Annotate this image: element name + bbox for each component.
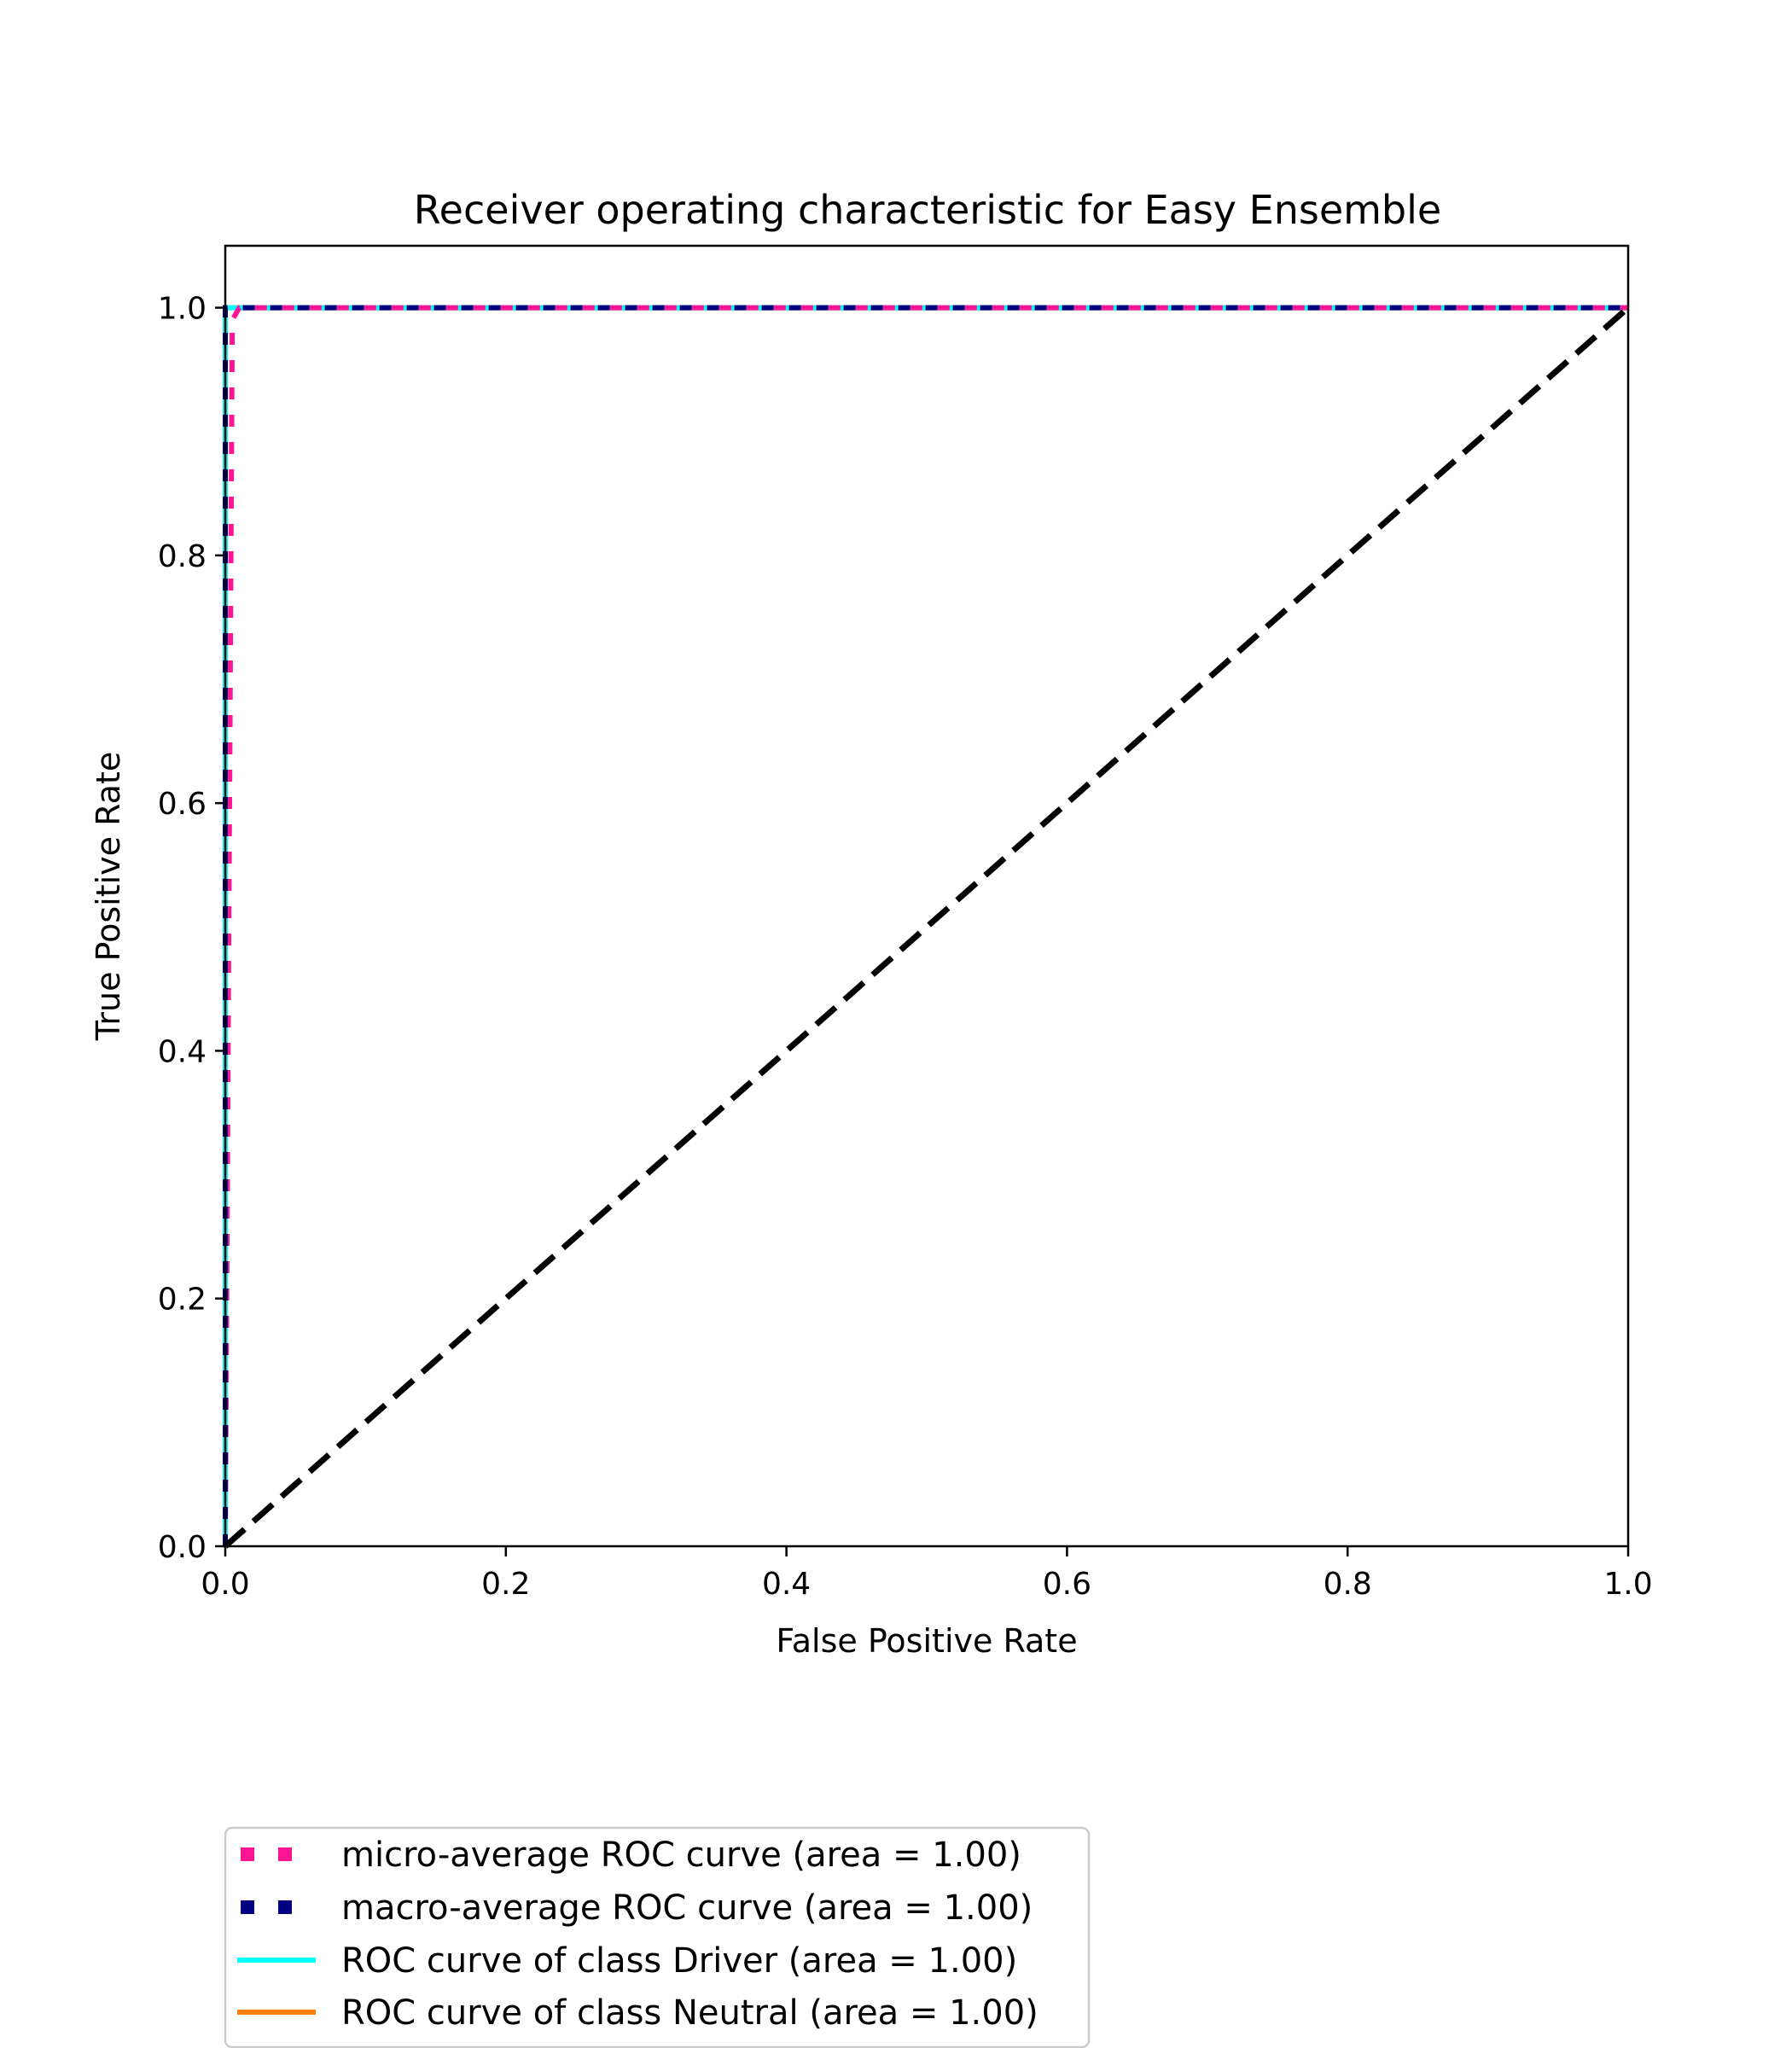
- legend-swatch-0: [241, 1847, 254, 1861]
- series-line-0: [223, 305, 1628, 1547]
- legend-swatch-0: [278, 1847, 292, 1861]
- legend-label-0: micro-average ROC curve (area = 1.00): [341, 1836, 1021, 1875]
- legend-label-1: macro-average ROC curve (area = 1.00): [341, 1888, 1033, 1928]
- x-tick-label: 0.6: [1043, 1567, 1091, 1602]
- legend-box: [224, 1826, 1091, 2048]
- y-tick-label: 0.0: [158, 1530, 207, 1565]
- x-tick-label: 0.8: [1324, 1567, 1372, 1602]
- x-axis: 0.0 0.2 0.4 0.6 0.8 1.0: [201, 1546, 1653, 1602]
- x-tick-label: 0.0: [201, 1567, 249, 1602]
- x-tick-label: 0.4: [762, 1567, 811, 1602]
- y-axis: 0.0 0.2 0.4 0.6 0.8 1.0: [158, 292, 225, 1565]
- y-axis-title: True Positive Rate: [90, 752, 127, 1042]
- legend-label-3: ROC curve of class Neutral (area = 1.00): [341, 1993, 1039, 2033]
- y-tick-label: 0.4: [158, 1034, 207, 1069]
- y-tick-label: 0.6: [158, 787, 207, 822]
- x-tick-label: 1.0: [1603, 1567, 1652, 1602]
- legend-swatch-1: [241, 1900, 254, 1914]
- x-axis-title: False Positive Rate: [776, 1622, 1077, 1660]
- legend-label-2: ROC curve of class Driver (area = 1.00): [341, 1941, 1017, 1981]
- y-tick-label: 0.8: [158, 539, 207, 574]
- y-tick-label: 1.0: [158, 292, 207, 327]
- legend-swatch-1: [278, 1900, 292, 1914]
- x-tick-label: 0.2: [481, 1567, 530, 1602]
- plot-frame: [224, 244, 1630, 1548]
- y-tick-label: 0.2: [158, 1283, 207, 1318]
- reference-diagonal: [223, 305, 1631, 1549]
- chart-title: Receiver operating characteristic for Ea…: [414, 187, 1441, 233]
- legend: micro-average ROC curve (area = 1.00) mac…: [224, 1826, 1091, 2048]
